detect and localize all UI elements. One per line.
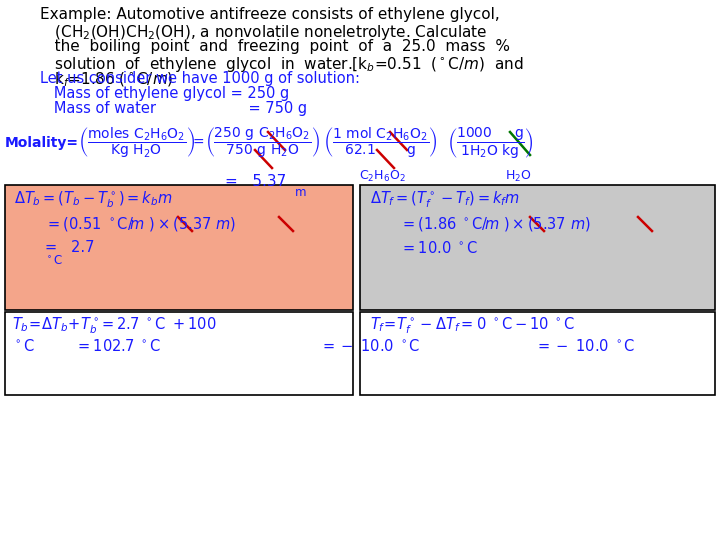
Text: =: = — [192, 136, 204, 150]
Text: $\left(\dfrac{\mathrm{moles\ C_2H_6O_2}}{\mathrm{Kg\ H_2O}}\right)$: $\left(\dfrac{\mathrm{moles\ C_2H_6O_2}}… — [78, 126, 195, 160]
Text: $\left(\dfrac{\mathrm{1\ mol\ C_2H_6O_2}}{\mathrm{62.1\quad\quad\ g}}\right)$: $\left(\dfrac{\mathrm{1\ mol\ C_2H_6O_2}… — [323, 126, 438, 160]
FancyBboxPatch shape — [360, 312, 715, 395]
Text: the  boiling  point  and  freezing  point  of  a  25.0  mass  %: the boiling point and freezing point of … — [40, 39, 510, 54]
Text: =   2.7: = 2.7 — [45, 240, 94, 255]
FancyBboxPatch shape — [360, 185, 715, 310]
Text: Let us consider we have 1000 g of solution:: Let us consider we have 1000 g of soluti… — [40, 71, 360, 86]
Text: $= -\ 10.0\ ^\circ\mathrm{C}$: $= -\ 10.0\ ^\circ\mathrm{C}$ — [320, 338, 420, 354]
FancyBboxPatch shape — [5, 312, 353, 395]
Text: $= -\ 10.0\ ^\circ\mathrm{C}$: $= -\ 10.0\ ^\circ\mathrm{C}$ — [535, 338, 636, 354]
Text: solution  of  ethylene  glycol  in  water.[k$_b$=0.51  ($^\circ$C/$\it{m}$)  and: solution of ethylene glycol in water.[k$… — [40, 55, 523, 74]
Text: Mass of water                    = 750 g: Mass of water = 750 g — [40, 101, 307, 116]
Text: $T_b\!=\!\Delta T_b\!+\!T_b^\circ\!= 2.7\ ^\circ\mathrm{C}\ +100$: $T_b\!=\!\Delta T_b\!+\!T_b^\circ\!= 2.7… — [12, 316, 217, 336]
Text: $= (0.51\ ^\circ\mathrm{C}/\!\mathit{m}\ ) \times (5.37\ \mathit{m})$: $= (0.51\ ^\circ\mathrm{C}/\!\mathit{m}\… — [45, 215, 236, 233]
Text: $\Delta T_b = (T_b - T_b^\circ) = k_b m$: $\Delta T_b = (T_b - T_b^\circ) = k_b m$ — [14, 190, 173, 211]
Text: $= (1.86\ ^\circ\mathrm{C}/\!\mathit{m}\ ) \times (5.37\ \mathit{m})$: $= (1.86\ ^\circ\mathrm{C}/\!\mathit{m}\… — [400, 215, 590, 233]
Text: $^\circ$C: $^\circ$C — [45, 255, 63, 268]
FancyBboxPatch shape — [5, 185, 353, 310]
Text: $\left(\dfrac{\mathrm{250\ g\ C_2H_6O_2}}{\mathrm{750\ g\ H_2O}}\right)$: $\left(\dfrac{\mathrm{250\ g\ C_2H_6O_2}… — [205, 126, 320, 160]
Text: Molality=: Molality= — [5, 136, 79, 150]
Text: $T_f\!=\!T_f^\circ - \Delta T_f = 0\ ^\circ\mathrm{C} - 10\ ^\circ\mathrm{C}$: $T_f\!=\!T_f^\circ - \Delta T_f = 0\ ^\c… — [370, 316, 575, 336]
Text: $\Delta T_f = (T_f^\circ - T_f) = k_f m$: $\Delta T_f = (T_f^\circ - T_f) = k_f m$ — [370, 190, 520, 211]
Text: Example: Automotive antifreeze consists of ethylene glycol,: Example: Automotive antifreeze consists … — [40, 7, 500, 22]
Text: Mass of ethylene glycol = 250 g: Mass of ethylene glycol = 250 g — [40, 86, 289, 101]
Text: $= 102.7\ ^\circ\mathrm{C}$: $= 102.7\ ^\circ\mathrm{C}$ — [75, 338, 161, 354]
Text: $= 10.0\ ^\circ\mathrm{C}$: $= 10.0\ ^\circ\mathrm{C}$ — [400, 240, 478, 256]
Text: m: m — [295, 186, 307, 199]
Text: $\left(\dfrac{\mathrm{1000\quad\ \ g}}{\mathrm{1H_2O\ kg}}\right)$: $\left(\dfrac{\mathrm{1000\quad\ \ g}}{\… — [447, 125, 534, 161]
Text: (CH$_2$(OH)CH$_2$(OH), a nonvolatile noneletrolyte. Calculate: (CH$_2$(OH)CH$_2$(OH), a nonvolatile non… — [40, 23, 487, 42]
Text: $\mathrm{H_2O}$: $\mathrm{H_2O}$ — [505, 168, 531, 184]
Text: k$_f$=1.86 ($^\circ$C/$\it{m}$): k$_f$=1.86 ($^\circ$C/$\it{m}$) — [40, 71, 174, 90]
Text: $\mathrm{C_2H_6O_2}$: $\mathrm{C_2H_6O_2}$ — [359, 168, 405, 184]
Text: $^\circ$C: $^\circ$C — [12, 338, 35, 354]
Text: =   5.37: = 5.37 — [225, 174, 287, 190]
